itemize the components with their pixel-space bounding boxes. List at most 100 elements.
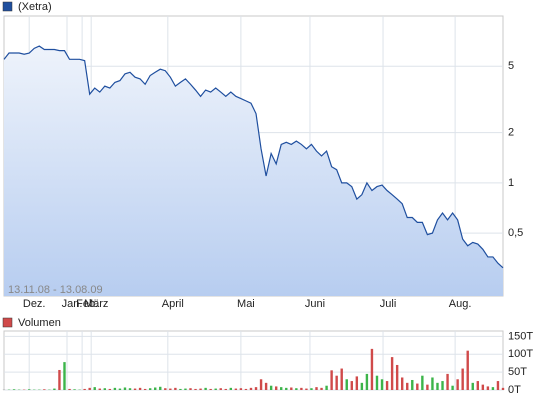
x-tick-label: Juli <box>380 298 397 310</box>
volume-bar <box>224 388 227 390</box>
x-tick-label: März <box>84 298 108 310</box>
volume-bar <box>285 387 288 390</box>
volume-bar <box>244 388 248 390</box>
volume-bar <box>446 373 449 390</box>
volume-bar <box>189 388 192 390</box>
volume-bar <box>385 381 389 390</box>
volume-bar <box>234 388 238 390</box>
volume-bar <box>406 382 409 390</box>
volume-bar <box>360 382 364 390</box>
plot-frame <box>3 330 504 391</box>
volume-bar <box>103 388 107 390</box>
date-range: 13.11.08 - 13.08.09 <box>8 284 103 296</box>
volume-bar <box>133 388 137 390</box>
volume-bar <box>93 387 96 390</box>
volume-bar <box>154 387 157 390</box>
volume-bar <box>491 387 495 390</box>
volume-bar <box>264 382 268 390</box>
volume-bar <box>320 387 323 390</box>
volume-bar <box>118 388 122 390</box>
volume-bar <box>451 385 454 390</box>
volume-bar <box>355 376 359 390</box>
volume-bar <box>28 389 31 390</box>
volume-bar <box>269 385 273 390</box>
volume-bar <box>461 368 464 390</box>
volume-bar <box>305 388 308 390</box>
volume-bar <box>143 388 147 390</box>
y-tick-label: 150T <box>508 330 533 342</box>
volume-bar <box>159 386 162 390</box>
y-tick-label: 100T <box>508 348 533 360</box>
volume-bar <box>174 387 177 390</box>
legend-label: Volumen <box>18 317 61 329</box>
volume-bar <box>431 377 434 390</box>
x-tick-label: Juni <box>305 298 325 310</box>
volume-bar <box>128 388 132 390</box>
volume-bar <box>380 379 384 390</box>
volume-bar <box>43 389 46 390</box>
x-tick-label: Feb. <box>76 298 98 310</box>
volume-bar <box>169 388 172 390</box>
legend-label: (Xetra) <box>18 1 52 13</box>
volume-bar <box>315 387 318 390</box>
volume-bar <box>194 388 197 390</box>
volume-bar <box>426 384 429 390</box>
volume-bar <box>421 375 424 390</box>
volume-bar <box>325 385 328 390</box>
volume-bar <box>280 387 283 390</box>
volume-bar <box>138 387 142 390</box>
volume-bar <box>340 368 343 390</box>
area <box>4 46 503 296</box>
volume-bar <box>214 388 217 390</box>
volume-bar <box>123 387 127 390</box>
volume-bar <box>53 388 56 390</box>
volume-bar <box>501 387 505 390</box>
price-line <box>3 45 504 269</box>
legend-swatch <box>2 317 13 328</box>
volume-bar <box>365 373 369 390</box>
volume-bar <box>204 387 207 390</box>
volume-bar <box>88 387 91 390</box>
volume-bar <box>400 377 404 390</box>
volume-bar <box>254 387 258 390</box>
volume-bar <box>184 388 187 390</box>
volume-bar <box>330 370 333 390</box>
volume-bar <box>98 388 101 390</box>
volume-bar <box>164 388 167 390</box>
volume-bar <box>411 379 414 390</box>
volume-bar <box>416 383 419 390</box>
volume-bar <box>481 384 485 390</box>
volume-bar <box>436 382 439 390</box>
y-tick-label: 5 <box>508 60 514 72</box>
volume-bar <box>229 387 233 390</box>
volume-bar <box>179 388 182 390</box>
y-tick-label: 2 <box>508 127 514 139</box>
x-tick-label: Mai <box>237 298 255 310</box>
volume-bar <box>239 388 243 390</box>
volume-bar <box>249 387 253 390</box>
y-tick-label: 0,5 <box>508 227 523 239</box>
volume-bar <box>441 381 444 390</box>
x-tick-label: Aug. <box>449 298 472 310</box>
volume-bar <box>370 348 374 390</box>
volume-bar <box>63 362 66 390</box>
volume-bar <box>12 389 16 390</box>
volume-bar <box>73 389 76 390</box>
volume-bar <box>300 387 303 390</box>
volume-bar <box>486 386 490 390</box>
x-tick-label: Jan. <box>62 298 83 310</box>
volume-bar <box>335 375 338 390</box>
volume-bar <box>350 381 353 390</box>
volume-bar <box>68 388 71 390</box>
volume-bar <box>113 387 117 390</box>
volume-bar <box>295 388 298 390</box>
legend-swatch <box>2 1 13 12</box>
y-tick-label: 0T <box>508 384 521 396</box>
volume-bar <box>375 375 379 390</box>
volume-bar <box>310 388 313 390</box>
volume-bar <box>390 357 394 390</box>
volume-bar <box>209 388 212 390</box>
volume-bar <box>148 388 152 390</box>
